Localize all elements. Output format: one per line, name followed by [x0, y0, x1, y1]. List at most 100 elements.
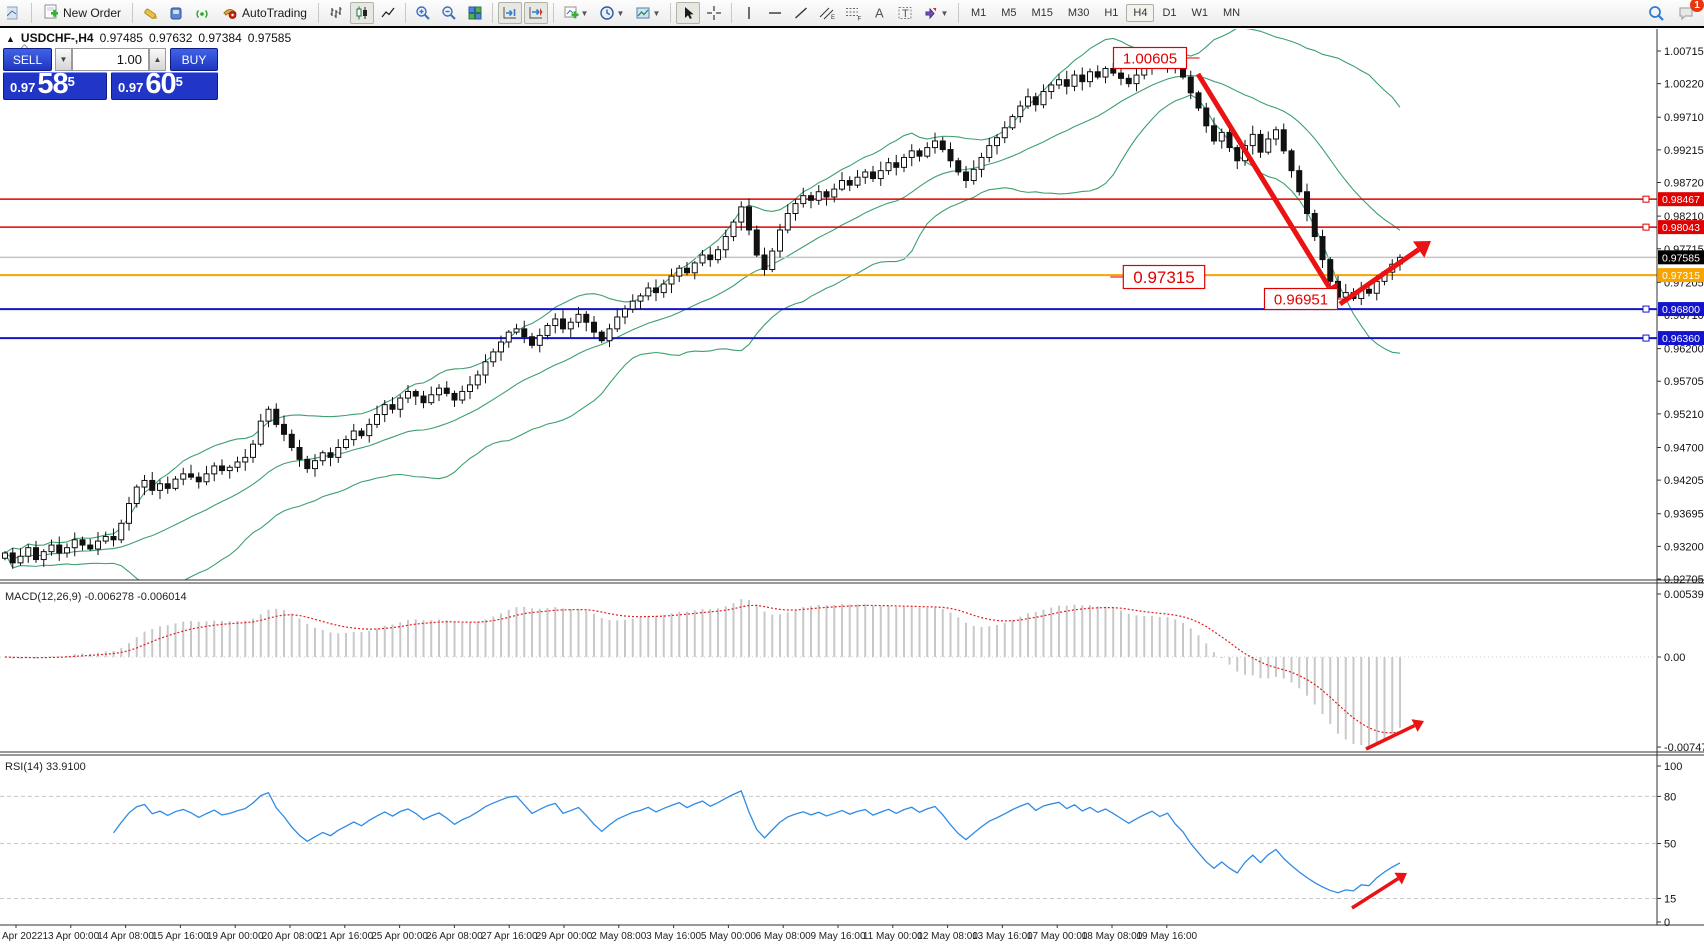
crosshair-tool-icon[interactable]	[702, 2, 726, 24]
notifications-icon[interactable]: 1	[1674, 0, 1704, 24]
candle	[443, 387, 450, 394]
line-chart-icon[interactable]	[376, 2, 400, 24]
volume-input[interactable]	[72, 48, 149, 71]
chart-title: ▲ USDCHF-,H4 0.97485 0.97632 0.97384 0.9…	[6, 31, 291, 45]
candle	[412, 390, 419, 397]
buy-price-display[interactable]: 0.97 60 5	[111, 68, 218, 101]
text-tool-icon[interactable]: A	[867, 2, 891, 24]
trend-arrow[interactable]	[1338, 247, 1421, 307]
candle	[164, 483, 171, 489]
cursor-tool-icon[interactable]	[675, 2, 700, 24]
timeframe-button-h1[interactable]: H1	[1097, 4, 1125, 22]
candle	[1311, 212, 1318, 238]
timeframe-button-d1[interactable]: D1	[1155, 4, 1183, 22]
trend-arrow-head	[1412, 241, 1431, 258]
price-tick-label: 0.94205	[1664, 475, 1704, 487]
market-watch-icon[interactable]	[2, 2, 26, 24]
sell-button[interactable]: SELL	[3, 48, 52, 71]
candle	[521, 328, 528, 338]
timeframe-button-m30[interactable]: M30	[1061, 4, 1096, 22]
candle	[893, 162, 900, 168]
sell-price-display[interactable]: 0.97 58 5	[3, 70, 107, 100]
horizontal-line-tool-icon[interactable]	[763, 2, 787, 24]
buy-price-pip: 5	[175, 74, 183, 89]
price-tick-label: 0.95705	[1664, 376, 1704, 388]
trendline-tool-icon[interactable]	[789, 2, 813, 24]
candle	[1280, 129, 1287, 152]
rsi-panel	[0, 790, 1657, 899]
candle	[552, 318, 559, 327]
chevron-down-icon: ▼	[652, 8, 661, 18]
candle	[288, 433, 295, 448]
svg-text:A: A	[875, 6, 884, 21]
timeframe-button-mn[interactable]: MN	[1216, 4, 1247, 22]
buy-button[interactable]: BUY	[170, 48, 218, 71]
candle	[126, 503, 132, 524]
candle	[885, 162, 892, 172]
candle	[1056, 79, 1062, 86]
line-handle[interactable]	[1642, 223, 1650, 231]
new-chart-icon[interactable]: ▼	[559, 2, 593, 24]
candle	[1296, 170, 1303, 193]
chart-shift-icon[interactable]	[523, 2, 548, 24]
new-order-button[interactable]: New Order	[37, 2, 127, 24]
search-icon[interactable]	[1644, 2, 1668, 24]
zoom-out-icon[interactable]	[437, 2, 461, 24]
time-tick-label: 26 Apr 08:00	[426, 931, 483, 942]
price-tick-label: 0.99215	[1664, 145, 1704, 157]
price-callout[interactable]: 1.00605	[1112, 46, 1200, 70]
buy-price-big: 60	[145, 68, 176, 101]
candle	[800, 195, 807, 205]
candle	[56, 544, 63, 554]
timeframe-button-h4[interactable]: H4	[1126, 4, 1155, 22]
chart-canvas[interactable]: 1.00715 1.00220 0.99710 0.99215 0.98720 0.982…	[0, 28, 1704, 946]
candle	[505, 331, 512, 343]
fibonacci-tool-icon[interactable]: F	[841, 2, 865, 24]
candle	[118, 522, 125, 541]
price-callout[interactable]: 0.96951	[1263, 287, 1351, 311]
candle	[405, 390, 411, 399]
vertical-line-tool-icon[interactable]	[737, 2, 761, 24]
svg-text:1.00605: 1.00605	[1123, 50, 1177, 67]
bar-chart-icon[interactable]	[324, 2, 348, 24]
time-tick-label: 3 May 16:00	[646, 931, 701, 942]
time-tick-label: 20 Apr 08:00	[262, 931, 319, 942]
autotrading-button[interactable]: AutoTrading	[216, 2, 313, 24]
crayon-icon[interactable]	[138, 2, 162, 24]
bb-lower-band	[4, 94, 1401, 580]
candles-layer	[2, 49, 1403, 569]
candle	[645, 287, 652, 297]
auto-scroll-icon[interactable]	[497, 2, 522, 24]
price-callout[interactable]: 0.97315	[1110, 264, 1206, 290]
volume-decrease-button[interactable]: ▼	[55, 48, 72, 71]
tile-windows-icon[interactable]	[463, 2, 487, 24]
zoom-in-icon[interactable]	[411, 2, 435, 24]
candle	[188, 473, 194, 478]
timeframe-button-w1[interactable]: W1	[1185, 4, 1216, 22]
arrows-tool-icon[interactable]: ▼	[919, 2, 953, 24]
trend-arrow[interactable]	[1365, 723, 1416, 751]
candle	[1110, 67, 1117, 74]
time-tick-label: 19 May 16:00	[1136, 931, 1197, 942]
candlestick-chart-icon[interactable]	[349, 2, 374, 24]
timeframe-button-m1[interactable]: M1	[964, 4, 993, 22]
signal-icon[interactable]	[190, 2, 214, 24]
candle	[815, 191, 822, 201]
rsi-tick-label: 80	[1664, 791, 1676, 803]
timeframe-button-m5[interactable]: M5	[994, 4, 1023, 22]
text-label-tool-icon[interactable]: T	[893, 2, 917, 24]
expert-advisor-icon[interactable]	[164, 2, 188, 24]
period-icon[interactable]: ▼	[595, 2, 629, 24]
trend-arrow[interactable]	[1195, 72, 1332, 289]
line-handle[interactable]	[1642, 334, 1650, 342]
line-handle[interactable]	[1642, 305, 1650, 313]
candle	[304, 458, 311, 470]
trend-arrow[interactable]	[1351, 877, 1400, 910]
template-icon[interactable]: ▼	[631, 2, 665, 24]
channel-tool-icon[interactable]: E	[815, 2, 839, 24]
timeframe-button-m15[interactable]: M15	[1025, 4, 1060, 22]
open-value: 0.97485	[99, 31, 143, 45]
candle	[358, 430, 365, 437]
line-handle[interactable]	[1642, 195, 1650, 203]
volume-increase-button[interactable]: ▲	[149, 48, 166, 71]
